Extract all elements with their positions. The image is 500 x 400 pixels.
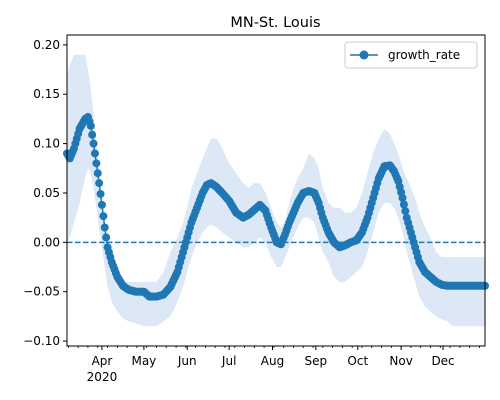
- data-point: [95, 179, 104, 188]
- y-tick-label: −0.10: [23, 334, 60, 348]
- legend: growth_rate: [344, 41, 478, 69]
- data-point: [99, 212, 108, 221]
- legend-dot-marker: [359, 50, 369, 60]
- y-tick-label: 0.15: [33, 87, 60, 101]
- x-tick-sublabel: 2020: [87, 370, 118, 384]
- legend-box: [344, 41, 478, 69]
- y-tick-label: 0.05: [33, 186, 60, 200]
- series-layer: [63, 112, 489, 301]
- y-tick-label: −0.05: [23, 285, 60, 299]
- confidence-band: [67, 54, 485, 327]
- data-point: [96, 189, 105, 198]
- x-tick-label: Aug: [261, 354, 284, 368]
- data-point: [90, 149, 99, 158]
- x-tick-label: Sep: [305, 354, 328, 368]
- x-tick-label: Dec: [431, 354, 454, 368]
- data-point: [102, 233, 111, 242]
- data-point: [92, 159, 101, 168]
- y-tick-label: 0.00: [33, 235, 60, 249]
- x-tick-label: Jul: [221, 354, 236, 368]
- data-point: [86, 121, 95, 130]
- data-point: [100, 223, 109, 232]
- y-tick-label: 0.10: [33, 137, 60, 151]
- y-tick-label: 0.20: [33, 38, 60, 52]
- data-point: [401, 207, 410, 216]
- data-point: [97, 200, 106, 209]
- data-point: [398, 193, 407, 202]
- x-axis: Apr 2020 May Jun Jul Aug Sep Oct Nov Dec: [67, 346, 480, 384]
- x-tick-label: Apr: [92, 354, 113, 368]
- chart-title: MN-St. Louis: [230, 15, 320, 31]
- data-point: [93, 169, 102, 178]
- data-point: [399, 200, 408, 209]
- legend-label: growth_rate: [388, 48, 460, 62]
- x-tick-label: May: [131, 354, 156, 368]
- x-tick-label: Nov: [389, 354, 412, 368]
- x-tick-label: Jun: [177, 354, 197, 368]
- x-tick-label: Oct: [347, 354, 368, 368]
- plot-frame: [66, 34, 486, 347]
- y-axis: 0.20 0.15 0.10 0.05 0.00 −0.05 −0.10: [23, 38, 67, 348]
- data-point: [88, 130, 97, 139]
- data-point: [89, 139, 98, 148]
- confidence-band-layer: [67, 54, 485, 327]
